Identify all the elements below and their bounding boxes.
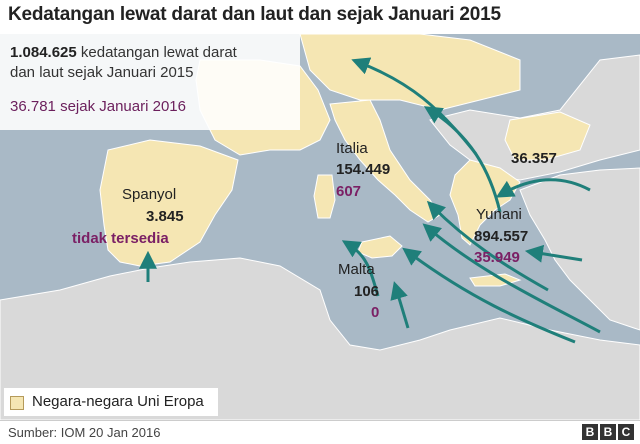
label-italy-2016: 607 bbox=[336, 183, 362, 200]
legend-label: Negara-negara Uni Eropa bbox=[32, 393, 204, 410]
italy-land bbox=[329, 99, 441, 223]
arrow-egypt-italy-1 bbox=[402, 247, 576, 344]
summary-total-text-2: dan laut sejak Januari 2015 bbox=[10, 64, 194, 81]
arrow-greece-north bbox=[423, 106, 502, 213]
bbc-logo-letter: B bbox=[600, 424, 616, 440]
bulgaria-land bbox=[504, 111, 591, 161]
legend: Negara-negara Uni Eropa bbox=[4, 388, 218, 416]
spain-land bbox=[99, 139, 239, 267]
sardinia-land bbox=[313, 174, 336, 219]
arrow-egypt-italy-2 bbox=[422, 223, 601, 334]
label-spain-total: 3.845 bbox=[146, 208, 184, 225]
label-greece-total: 894.557 bbox=[474, 228, 529, 245]
summary-total-number: 1.084.625 bbox=[10, 44, 77, 61]
migration-arrows bbox=[139, 57, 601, 344]
label-greece-2016: 35.949 bbox=[474, 249, 520, 266]
label-spain-name: Spanyol bbox=[122, 186, 177, 203]
summary-2016-text: sejak Januari 2016 bbox=[60, 98, 186, 115]
map-title: Kedatangan lewat darat dan laut dan seja… bbox=[8, 4, 501, 25]
bbc-logo: B B C bbox=[582, 424, 634, 440]
summary-2016-line: 36.781 sejak Januari 2016 bbox=[10, 98, 186, 115]
summary-2016-number: 36.781 bbox=[10, 98, 56, 115]
source-text: Sumber: IOM 20 Jan 2016 bbox=[8, 425, 161, 440]
label-italy-name: Italia bbox=[336, 140, 368, 157]
label-italy-total: 154.449 bbox=[336, 161, 391, 178]
label-malta-2016: 0 bbox=[371, 304, 380, 321]
summary-total-text: kedatangan lewat darat bbox=[80, 44, 237, 61]
legend-swatch-eu bbox=[10, 396, 24, 410]
arrow-malta-north bbox=[390, 281, 410, 329]
arrow-libya-sicily bbox=[341, 240, 380, 297]
central-europe-land bbox=[299, 34, 521, 111]
arrow-turkey-italy bbox=[426, 200, 549, 292]
turkey-land bbox=[519, 167, 640, 331]
arrow-turkey-greece bbox=[524, 244, 583, 263]
label-greece-name: Yunani bbox=[476, 206, 522, 223]
label-spain-2016: tidak tersedia bbox=[72, 230, 169, 247]
label-malta-name: Malta bbox=[338, 261, 375, 278]
bbc-logo-letter: C bbox=[618, 424, 634, 440]
label-malta-total: 106 bbox=[354, 283, 380, 300]
arrow-turkey-bulgaria bbox=[495, 178, 591, 198]
label-bulgaria-total: 36.357 bbox=[511, 150, 557, 167]
footer: Sumber: IOM 20 Jan 2016 B B C bbox=[0, 420, 640, 444]
summary-box bbox=[0, 34, 300, 130]
summary-total-line: 1.084.625 kedatangan lewat darat bbox=[10, 44, 237, 61]
bbc-logo-letter: B bbox=[582, 424, 598, 440]
arrow-balkans-north bbox=[351, 57, 478, 155]
